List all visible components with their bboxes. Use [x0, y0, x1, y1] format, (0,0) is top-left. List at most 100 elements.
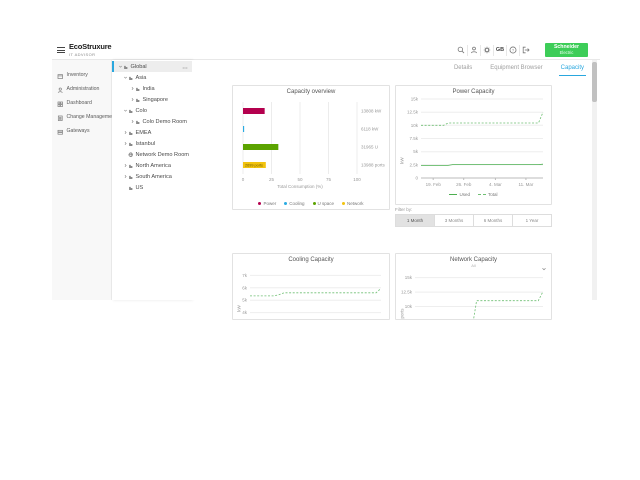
chevron-down-icon[interactable] [117, 64, 123, 69]
logout-icon[interactable] [519, 44, 532, 56]
tree-item-label: India [142, 85, 155, 92]
capacity-overview-title: Capacity overview [286, 89, 336, 95]
tree-item-north-america[interactable]: North America [112, 160, 192, 171]
tab-capacity[interactable]: Capacity [558, 62, 586, 76]
ecostruxure-logo: EcoStruxure IT ADVISOR [69, 42, 112, 57]
svg-text:4k: 4k [242, 310, 248, 315]
building-icon [128, 130, 134, 136]
building-icon [123, 64, 129, 70]
tab-details[interactable]: Details [453, 65, 473, 71]
logo-title: EcoStruxure [69, 42, 112, 51]
svg-text:2.5k: 2.5k [409, 162, 418, 167]
building-icon [128, 75, 134, 81]
tree-item-label: Network Demo Room [135, 151, 189, 158]
tree-item-label: US [135, 184, 144, 191]
tree-item-istanbul[interactable]: Istanbul [112, 138, 192, 149]
building-icon [128, 141, 134, 147]
svg-text:12.5k: 12.5k [401, 290, 413, 295]
sidebar-item-label: Change Management [66, 114, 117, 120]
capacity-overview-card: Capacity overview 0 25 50 75 100 13808 kW 6118… [232, 85, 390, 210]
chevron-right-icon[interactable] [122, 130, 128, 135]
tree-item-asia[interactable]: Asia [112, 72, 192, 83]
chevron-right-icon[interactable] [129, 86, 135, 91]
tree-item-india[interactable]: India [112, 83, 192, 94]
tree-item-singapore[interactable]: Singapore [112, 94, 192, 105]
chevron-right-icon[interactable] [122, 163, 128, 168]
chevron-right-icon[interactable] [129, 119, 135, 124]
cooling-capacity-card: Cooling Capacity 7k 6k 5k 4k kW [232, 253, 390, 320]
tree-item-label: Colo [135, 107, 148, 114]
globe-icon [128, 152, 134, 158]
tree-item-global[interactable]: Global [112, 61, 192, 72]
sidebar-item-administration[interactable]: Administration [52, 82, 111, 96]
svg-text:6k: 6k [242, 285, 248, 290]
sidebar-item-inventory[interactable]: Inventory [52, 68, 111, 82]
tab-equipment-browser[interactable]: Equipment Browser [490, 65, 543, 71]
hamburger-menu-icon[interactable] [57, 47, 65, 54]
schneider-electric-logo: Schneider Electric [545, 43, 588, 57]
change-management-icon [57, 108, 64, 126]
cooling-capacity-title: Cooling Capacity [288, 257, 334, 263]
sidebar-item-dashboard[interactable]: Dashboard [52, 96, 111, 110]
left-sidebar: Inventory Administration Dashboard Change M… [52, 60, 116, 300]
power-capacity-chart: 0 2.5k 5k 7.5k 10k 12.5k 15k 19. Feb 26. Feb 4. M… [400, 97, 544, 187]
filter-button-3-months[interactable]: 3 Months [434, 214, 474, 227]
tree-item-emea[interactable]: EMEA [112, 127, 192, 138]
chevron-right-icon[interactable] [122, 141, 128, 146]
svg-text:kW: kW [237, 305, 242, 312]
sidebar-item-gateways[interactable]: Gateways [52, 124, 111, 138]
capacity-overview-chart: 0 25 50 75 100 13808 kW 6118 kW 31965 U 2699 por… [242, 102, 386, 189]
building-icon [128, 185, 134, 191]
legend-line-swatch [449, 194, 458, 195]
tree-item-menu-icon[interactable] [182, 58, 188, 76]
filter-button-1-month[interactable]: 1 Month [395, 214, 435, 227]
brand-line2: Electric [559, 49, 574, 55]
svg-text:5k: 5k [242, 298, 248, 303]
tree-item-label: Istanbul [135, 140, 156, 147]
locale-code: GB [495, 47, 505, 53]
svg-text:6118 kW: 6118 kW [361, 127, 379, 132]
user-icon[interactable] [467, 44, 480, 56]
tree-item-south-america[interactable]: South America [112, 171, 192, 182]
chevron-right-icon[interactable] [129, 97, 135, 102]
svg-text:11. Mar: 11. Mar [518, 182, 533, 187]
settings-icon[interactable] [480, 44, 493, 56]
tree-item-colo-demo-room[interactable]: Colo Demo Room [112, 116, 192, 127]
svg-text:0: 0 [242, 177, 245, 182]
filter-button-6-months[interactable]: 6 Months [473, 214, 513, 227]
tree-item-network-demo-room[interactable]: Network Demo Room [112, 149, 192, 160]
dashboard-icon [57, 94, 64, 112]
power-capacity-legend: Used Total [396, 192, 551, 197]
time-filter-bar: Filter by: 1 Month 3 Months 6 Months 1 Year [395, 207, 552, 227]
search-icon[interactable] [454, 45, 467, 56]
main-content: Details Equipment Browser Capacity Capacit… [192, 60, 600, 320]
svg-text:0: 0 [415, 176, 418, 181]
chevron-down-icon[interactable] [122, 75, 128, 80]
capacity-overview-legend: Power Cooling U space Network [233, 201, 389, 206]
help-icon[interactable]: ? [506, 44, 519, 56]
locale-button[interactable]: GB [493, 44, 506, 56]
tree-item-label: Singapore [142, 96, 169, 103]
tree-item-label: South America [135, 173, 172, 180]
building-icon [128, 163, 134, 169]
building-icon [135, 97, 141, 103]
network-scope-dropdown-icon[interactable] [541, 259, 547, 277]
location-tree-panel: Global Asia India Singapore Colo Colo Demo Ro… [112, 60, 192, 300]
svg-text:15k: 15k [411, 97, 419, 102]
chevron-down-icon[interactable] [122, 108, 128, 113]
tree-item-us[interactable]: US [112, 182, 192, 193]
svg-text:13808 kW: 13808 kW [361, 109, 382, 114]
svg-text:?: ? [512, 47, 515, 52]
topbar-icon-group: GB? [454, 44, 532, 56]
legend-dot [342, 202, 346, 205]
filter-button-group: 1 Month 3 Months 6 Months 1 Year [395, 214, 552, 227]
tree-item-colo[interactable]: Colo [112, 105, 192, 116]
scrollbar-thumb[interactable] [592, 62, 597, 102]
building-icon [135, 86, 141, 92]
filter-button-1-year[interactable]: 1 Year [512, 214, 552, 227]
svg-text:7.5k: 7.5k [409, 136, 418, 141]
chevron-right-icon[interactable] [122, 174, 128, 179]
sidebar-list: Inventory Administration Dashboard Change M… [52, 60, 116, 138]
sidebar-item-change-management[interactable]: Change Management [52, 108, 116, 126]
inventory-icon [57, 66, 64, 84]
